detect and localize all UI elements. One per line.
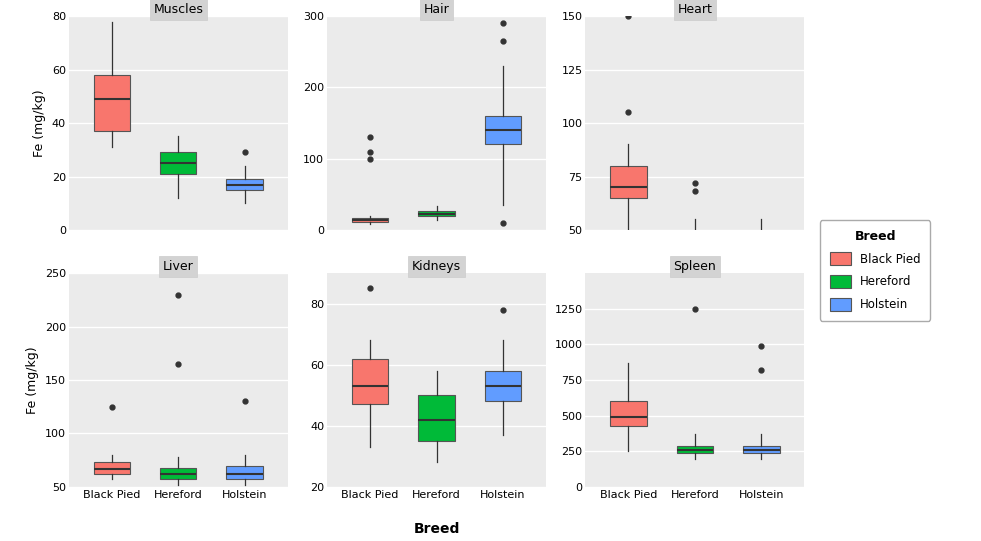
PathPatch shape: [227, 465, 263, 479]
PathPatch shape: [227, 179, 263, 190]
PathPatch shape: [485, 371, 521, 401]
PathPatch shape: [352, 359, 388, 405]
Y-axis label: Fe (mg/kg): Fe (mg/kg): [26, 346, 39, 414]
PathPatch shape: [677, 234, 713, 251]
PathPatch shape: [743, 234, 780, 247]
PathPatch shape: [743, 446, 780, 453]
PathPatch shape: [418, 210, 455, 216]
Text: Breed: Breed: [413, 522, 460, 536]
Text: Kidneys: Kidneys: [412, 260, 461, 273]
Text: Hair: Hair: [424, 3, 449, 16]
PathPatch shape: [677, 446, 713, 453]
PathPatch shape: [610, 401, 646, 426]
PathPatch shape: [610, 166, 646, 198]
PathPatch shape: [418, 395, 455, 441]
PathPatch shape: [93, 75, 130, 131]
PathPatch shape: [93, 463, 130, 474]
Text: Heart: Heart: [678, 3, 712, 16]
Text: Spleen: Spleen: [674, 260, 716, 273]
PathPatch shape: [160, 467, 196, 479]
Text: Liver: Liver: [163, 260, 193, 273]
PathPatch shape: [160, 153, 196, 174]
PathPatch shape: [485, 116, 521, 144]
Y-axis label: Fe (mg/kg): Fe (mg/kg): [33, 89, 46, 157]
Text: Muscles: Muscles: [153, 3, 203, 16]
PathPatch shape: [352, 218, 388, 222]
Legend: Black Pied, Hereford, Holstein: Black Pied, Hereford, Holstein: [820, 220, 930, 321]
